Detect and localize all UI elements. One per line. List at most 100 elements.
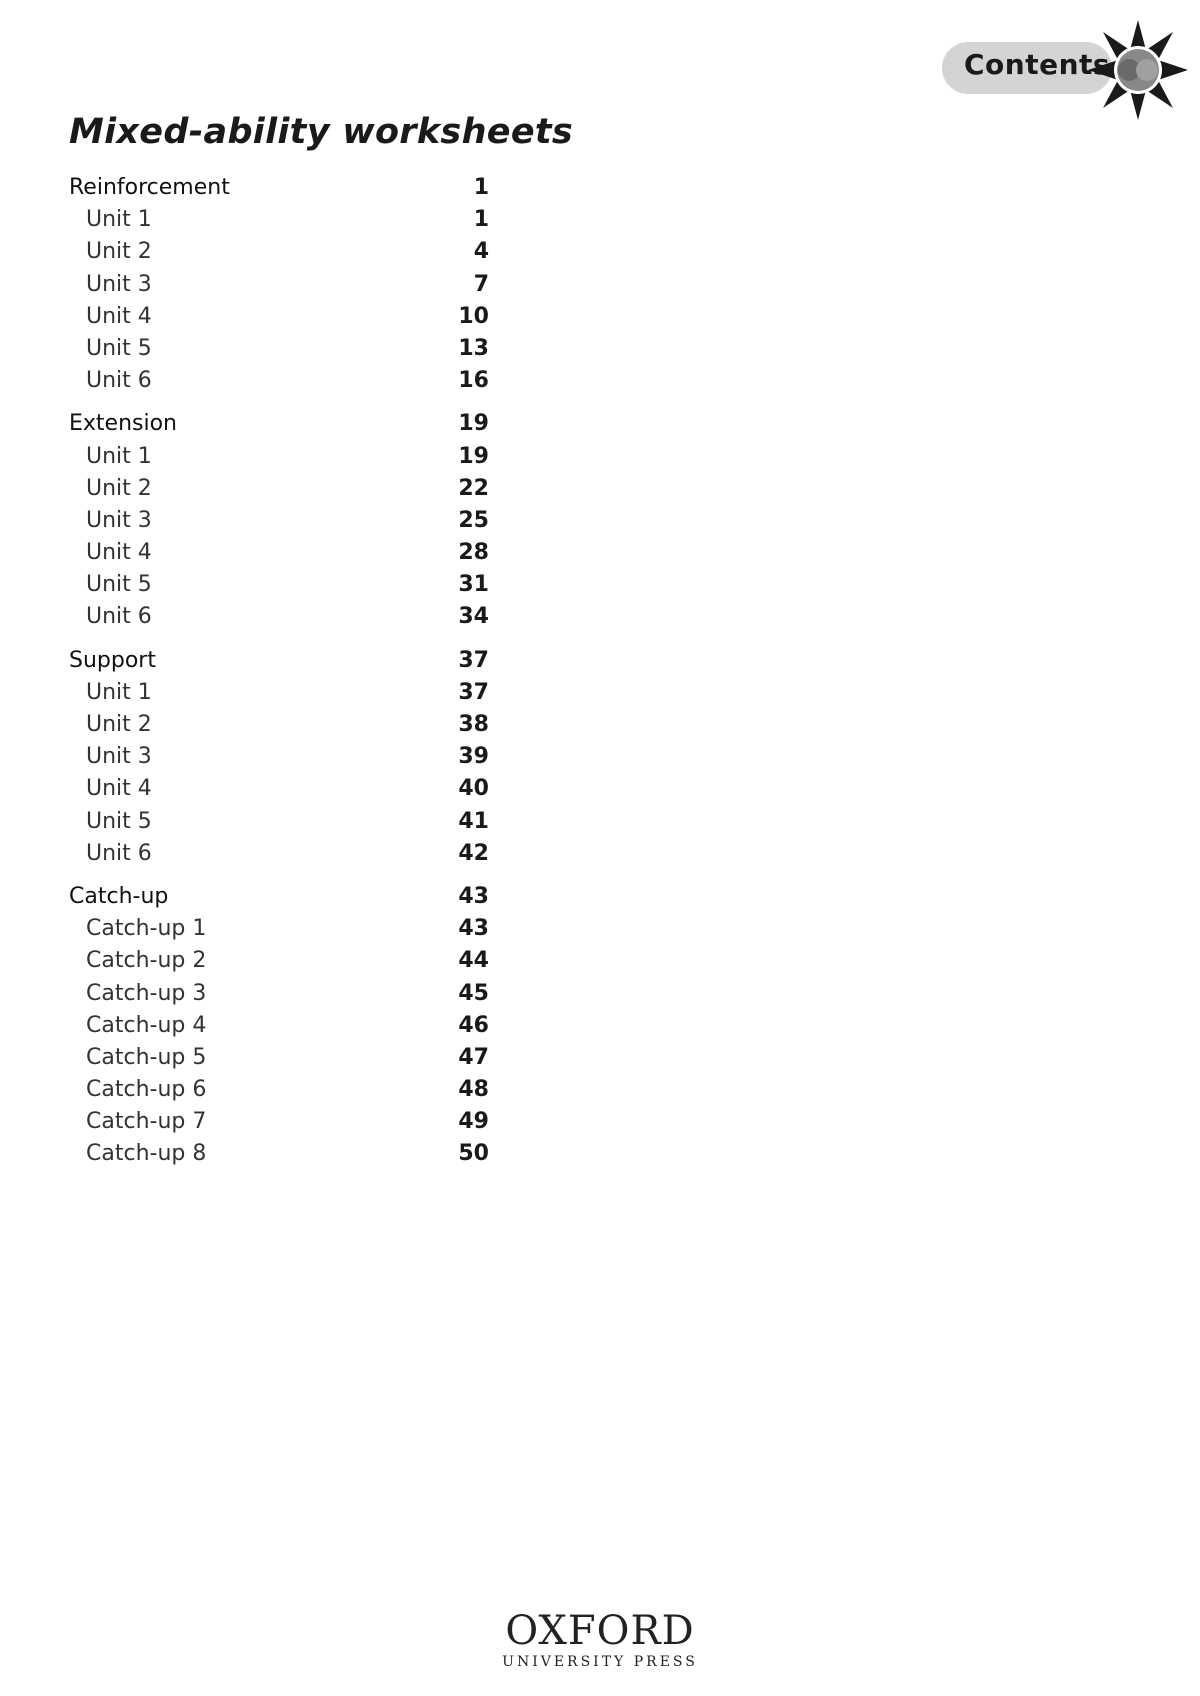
toc-entry-label: Unit 2 xyxy=(86,475,152,501)
toc-entry-label: Catch-up 4 xyxy=(86,1012,207,1038)
toc-entry-label: Catch-up 7 xyxy=(86,1109,207,1135)
toc-page-number: 44 xyxy=(458,948,489,974)
toc-entry[interactable]: Unit 3 25 xyxy=(69,505,489,537)
toc-entry-label: Catch-up 3 xyxy=(86,980,207,1006)
toc-entry-label: Unit 4 xyxy=(86,776,152,802)
toc-page-number: 7 xyxy=(473,271,489,297)
toc-page-number: 50 xyxy=(458,1141,489,1167)
toc-entry-label: Catch-up 6 xyxy=(86,1077,207,1103)
toc-page-number: 28 xyxy=(458,540,489,566)
contents-badge xyxy=(942,42,1112,94)
toc-section: Catch-up 43 Catch-up 1 43 Catch-up 2 44 Catch-… xyxy=(69,881,489,1171)
toc-page-number: 1 xyxy=(473,175,489,200)
publisher-name: OXFORD xyxy=(505,1608,695,1654)
toc-page-number: 39 xyxy=(458,744,489,770)
toc-entry[interactable]: Unit 1 37 xyxy=(69,677,489,709)
toc-page-number: 19 xyxy=(458,443,489,469)
table-of-contents: Reinforcement 1 Unit 1 1 Unit 2 4 Unit 3 7 Unit … xyxy=(69,172,489,1182)
toc-entry[interactable]: Unit 1 19 xyxy=(69,441,489,473)
toc-page-number: 45 xyxy=(458,980,489,1006)
toc-entry[interactable]: Unit 4 10 xyxy=(69,301,489,333)
toc-page-number: 13 xyxy=(458,335,489,361)
toc-entry-label: Unit 6 xyxy=(86,604,152,630)
toc-entry-label: Unit 2 xyxy=(86,239,152,265)
toc-entry[interactable]: Unit 2 4 xyxy=(69,236,489,268)
toc-entry-label: Extension xyxy=(69,411,178,437)
toc-entry[interactable]: Unit 4 28 xyxy=(69,537,489,569)
toc-entry[interactable]: Catch-up 6 48 xyxy=(69,1074,489,1106)
toc-page-number: 1 xyxy=(473,207,489,233)
toc-entry-label: Catch-up 8 xyxy=(86,1141,207,1167)
toc-entry[interactable]: Catch-up 4 46 xyxy=(69,1010,489,1042)
toc-page-number: 37 xyxy=(458,647,489,673)
toc-page-number: 4 xyxy=(473,239,489,265)
toc-page-number: 38 xyxy=(458,712,489,737)
toc-section: Support 37 Unit 1 37 Unit 2 38 Unit 3 39 Unit 4 4… xyxy=(69,645,489,870)
toc-entry-label: Unit 1 xyxy=(86,443,152,469)
toc-entry[interactable]: Unit 2 38 xyxy=(69,709,489,741)
toc-page-number: 37 xyxy=(458,679,489,705)
toc-entry-label: Catch-up 2 xyxy=(86,948,207,974)
toc-page-number: 42 xyxy=(458,840,489,866)
toc-entry-label: Unit 4 xyxy=(86,303,152,329)
toc-entry[interactable]: Catch-up 1 43 xyxy=(69,913,489,945)
toc-page-number: 25 xyxy=(458,507,489,533)
toc-entry[interactable]: Unit 5 31 xyxy=(69,569,489,601)
toc-entry-label: Catch-up xyxy=(69,883,169,909)
toc-entry-label: Unit 2 xyxy=(86,712,152,737)
toc-page-number: 10 xyxy=(458,303,489,329)
toc-page-number: 43 xyxy=(458,916,489,942)
toc-entry[interactable]: Unit 3 39 xyxy=(69,741,489,773)
oxford-logo: OXFORD UNIVERSITY PRESS xyxy=(0,1608,1200,1670)
star-children-icon xyxy=(1088,20,1188,120)
toc-entry[interactable]: Catch-up 2 44 xyxy=(69,945,489,977)
toc-entry-label: Unit 5 xyxy=(86,572,152,598)
toc-entry-label: Unit 5 xyxy=(86,808,152,834)
toc-page-number: 43 xyxy=(458,883,489,909)
toc-entry-label: Unit 6 xyxy=(86,368,152,394)
toc-entry-label: Unit 4 xyxy=(86,540,152,566)
toc-page-number: 46 xyxy=(458,1012,489,1038)
toc-page-number: 48 xyxy=(458,1077,489,1103)
toc-entry-label: Unit 3 xyxy=(86,271,152,297)
toc-entry-label: Support xyxy=(69,647,156,673)
toc-page-number: 34 xyxy=(458,604,489,630)
toc-entry[interactable]: Unit 6 16 xyxy=(69,365,489,397)
toc-page-number: 16 xyxy=(458,368,489,394)
toc-entry-label: Unit 1 xyxy=(86,679,152,705)
toc-section-heading[interactable]: Support 37 xyxy=(69,645,489,677)
toc-entry[interactable]: Unit 5 13 xyxy=(69,333,489,365)
toc-page-number: 31 xyxy=(458,572,489,598)
contents-badge-label: Contents xyxy=(964,48,1111,81)
toc-entry[interactable]: Unit 5 41 xyxy=(69,806,489,838)
toc-section-heading[interactable]: Reinforcement 1 xyxy=(69,172,489,204)
toc-entry-label: Reinforcement xyxy=(69,175,230,200)
toc-entry[interactable]: Unit 4 40 xyxy=(69,773,489,805)
toc-section: Extension 19 Unit 1 19 Unit 2 22 Unit 3 25 Unit … xyxy=(69,408,489,633)
toc-page-number: 49 xyxy=(458,1109,489,1135)
toc-entry-label: Unit 3 xyxy=(86,507,152,533)
toc-entry[interactable]: Catch-up 5 47 xyxy=(69,1042,489,1074)
toc-page-number: 22 xyxy=(458,475,489,501)
toc-entry[interactable]: Catch-up 7 49 xyxy=(69,1106,489,1138)
page-title: Mixed-ability worksheets xyxy=(69,112,574,152)
toc-entry[interactable]: Unit 6 42 xyxy=(69,838,489,870)
toc-page-number: 19 xyxy=(458,411,489,437)
toc-page-number: 47 xyxy=(458,1044,489,1070)
toc-entry-label: Catch-up 5 xyxy=(86,1044,207,1070)
toc-entry-label: Unit 3 xyxy=(86,744,152,770)
toc-entry-label: Unit 6 xyxy=(86,840,152,866)
toc-entry[interactable]: Catch-up 3 45 xyxy=(69,978,489,1010)
toc-page-number: 41 xyxy=(458,808,489,834)
toc-entry[interactable]: Unit 2 22 xyxy=(69,473,489,505)
toc-entry[interactable]: Unit 3 7 xyxy=(69,269,489,301)
toc-section-heading[interactable]: Extension 19 xyxy=(69,408,489,440)
toc-entry[interactable]: Unit 6 34 xyxy=(69,601,489,633)
toc-section-heading[interactable]: Catch-up 43 xyxy=(69,881,489,913)
publisher-subtitle: UNIVERSITY PRESS xyxy=(502,1654,698,1670)
toc-entry-label: Unit 5 xyxy=(86,335,152,361)
toc-entry[interactable]: Unit 1 1 xyxy=(69,204,489,236)
toc-section: Reinforcement 1 Unit 1 1 Unit 2 4 Unit 3 7 Unit … xyxy=(69,172,489,397)
toc-page-number: 40 xyxy=(458,776,489,802)
toc-entry[interactable]: Catch-up 8 50 xyxy=(69,1138,489,1170)
